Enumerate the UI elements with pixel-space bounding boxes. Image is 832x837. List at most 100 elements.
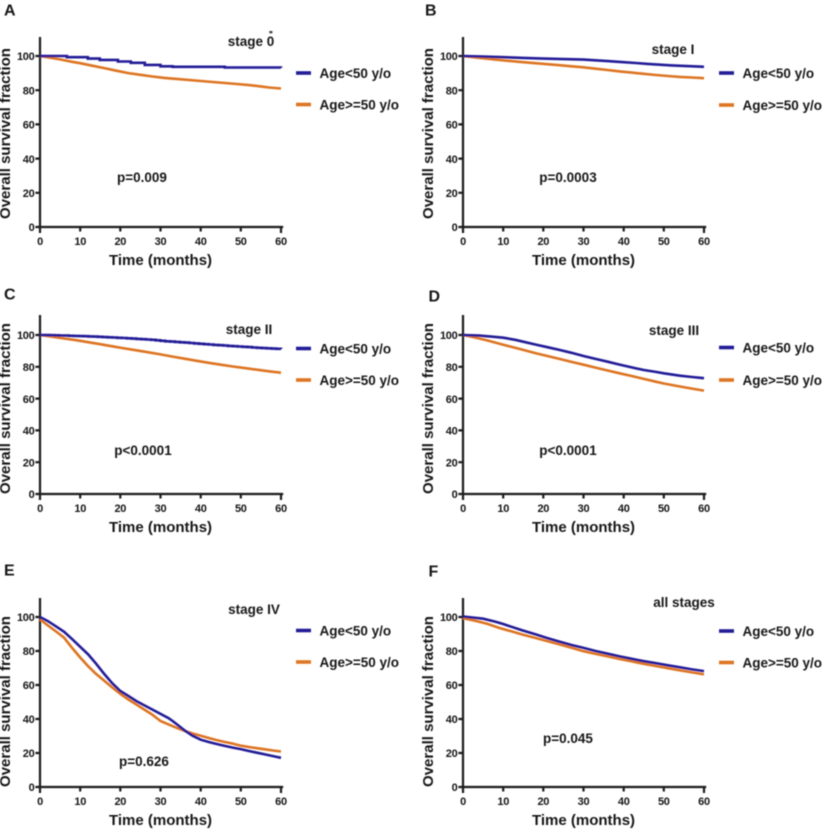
svg-text:10: 10 [497, 503, 509, 515]
svg-text:50: 50 [235, 796, 247, 808]
svg-text:20: 20 [537, 503, 549, 515]
svg-text:20: 20 [114, 503, 126, 515]
svg-text:Age>=50 y/o: Age>=50 y/o [320, 98, 400, 113]
svg-text:60: 60 [23, 394, 35, 406]
svg-text:30: 30 [155, 796, 167, 808]
svg-text:60: 60 [23, 120, 35, 132]
svg-text:all stages: all stages [653, 595, 715, 610]
svg-text:60: 60 [23, 680, 35, 692]
svg-text:30: 30 [155, 236, 167, 248]
svg-text:0: 0 [452, 489, 458, 501]
svg-text:40: 40 [446, 714, 458, 726]
svg-text:Time (months): Time (months) [532, 812, 635, 829]
svg-text:A: A [4, 3, 16, 20]
svg-text:Age<50 y/o: Age<50 y/o [743, 66, 815, 81]
svg-text:0: 0 [29, 222, 35, 234]
svg-text:E: E [4, 563, 15, 580]
svg-text:0: 0 [37, 503, 43, 515]
svg-text:100: 100 [440, 330, 458, 342]
svg-text:p=0.045: p=0.045 [543, 731, 593, 746]
svg-text:30: 30 [578, 796, 590, 808]
svg-text:10: 10 [497, 236, 509, 248]
svg-text:p<0.0001: p<0.0001 [539, 443, 597, 458]
svg-text:100: 100 [440, 612, 458, 624]
svg-text:D: D [429, 289, 441, 306]
svg-text:80: 80 [23, 85, 35, 97]
svg-text:20: 20 [23, 188, 35, 200]
svg-text:40: 40 [618, 503, 630, 515]
svg-text:60: 60 [275, 503, 287, 515]
svg-text:60: 60 [698, 796, 710, 808]
svg-text:0: 0 [460, 236, 466, 248]
svg-text:Age>=50 y/o: Age>=50 y/o [320, 655, 400, 670]
svg-text:Age>=50 y/o: Age>=50 y/o [743, 656, 823, 671]
svg-text:Age<50 y/o: Age<50 y/o [743, 624, 815, 639]
svg-text:stage IV: stage IV [228, 602, 280, 617]
svg-text:p=0.009: p=0.009 [117, 170, 167, 185]
svg-text:40: 40 [446, 426, 458, 438]
svg-text:30: 30 [155, 503, 167, 515]
svg-text:Age>=50 y/o: Age>=50 y/o [320, 373, 400, 388]
svg-text:Overall survival fraction: Overall survival fraction [420, 48, 437, 219]
svg-text:40: 40 [446, 154, 458, 166]
svg-text:stage III: stage III [649, 323, 699, 338]
svg-text:80: 80 [446, 646, 458, 658]
svg-text:60: 60 [446, 120, 458, 132]
svg-text:50: 50 [235, 236, 247, 248]
svg-text:Time (months): Time (months) [109, 252, 212, 269]
svg-text:40: 40 [195, 236, 207, 248]
svg-text:Age<50 y/o: Age<50 y/o [743, 341, 815, 356]
svg-text:Age<50 y/o: Age<50 y/o [320, 342, 392, 357]
svg-text:C: C [4, 287, 16, 304]
svg-text:20: 20 [446, 748, 458, 760]
svg-text:10: 10 [74, 796, 86, 808]
svg-text:50: 50 [658, 796, 670, 808]
svg-text:Overall survival fraction: Overall survival fraction [0, 616, 14, 787]
svg-text:80: 80 [446, 85, 458, 97]
svg-text:Age<50 y/o: Age<50 y/o [320, 66, 392, 81]
svg-text:p<0.0001: p<0.0001 [114, 443, 172, 458]
svg-text:40: 40 [618, 236, 630, 248]
svg-text:Overall survival fraction: Overall survival fraction [0, 48, 14, 219]
svg-text:0: 0 [460, 796, 466, 808]
svg-text:Age>=50 y/o: Age>=50 y/o [743, 373, 823, 388]
svg-text:Age>=50 y/o: Age>=50 y/o [743, 98, 823, 113]
svg-text:40: 40 [195, 503, 207, 515]
svg-text:50: 50 [235, 503, 247, 515]
svg-text:10: 10 [74, 236, 86, 248]
svg-text:60: 60 [275, 236, 287, 248]
svg-text:10: 10 [74, 503, 86, 515]
svg-text:60: 60 [698, 236, 710, 248]
svg-text:100: 100 [17, 51, 35, 63]
svg-text:40: 40 [23, 714, 35, 726]
svg-text:30: 30 [578, 236, 590, 248]
svg-text:Time (months): Time (months) [532, 519, 635, 536]
svg-text:10: 10 [497, 796, 509, 808]
svg-text:60: 60 [446, 394, 458, 406]
svg-text:20: 20 [114, 236, 126, 248]
svg-text:50: 50 [658, 503, 670, 515]
svg-text:40: 40 [23, 154, 35, 166]
svg-text:Time (months): Time (months) [109, 519, 212, 536]
svg-text:40: 40 [195, 796, 207, 808]
svg-text:40: 40 [23, 426, 35, 438]
svg-text:100: 100 [17, 612, 35, 624]
svg-text:F: F [429, 564, 439, 581]
svg-text:p=0.0003: p=0.0003 [539, 170, 597, 185]
svg-text:80: 80 [446, 362, 458, 374]
svg-text:80: 80 [23, 362, 35, 374]
svg-text:stage I: stage I [652, 42, 695, 57]
svg-text:40: 40 [618, 796, 630, 808]
svg-text:B: B [425, 3, 437, 20]
svg-text:20: 20 [537, 236, 549, 248]
svg-text:20: 20 [23, 748, 35, 760]
svg-text:Overall survival fraction: Overall survival fraction [420, 323, 437, 494]
svg-text:stage II: stage II [226, 322, 273, 337]
svg-text:0: 0 [37, 796, 43, 808]
svg-text:Overall survival fraction: Overall survival fraction [420, 616, 437, 787]
svg-text:60: 60 [446, 680, 458, 692]
svg-text:0: 0 [29, 782, 35, 794]
svg-text:0: 0 [460, 503, 466, 515]
svg-text:20: 20 [446, 457, 458, 469]
svg-text:50: 50 [658, 236, 670, 248]
